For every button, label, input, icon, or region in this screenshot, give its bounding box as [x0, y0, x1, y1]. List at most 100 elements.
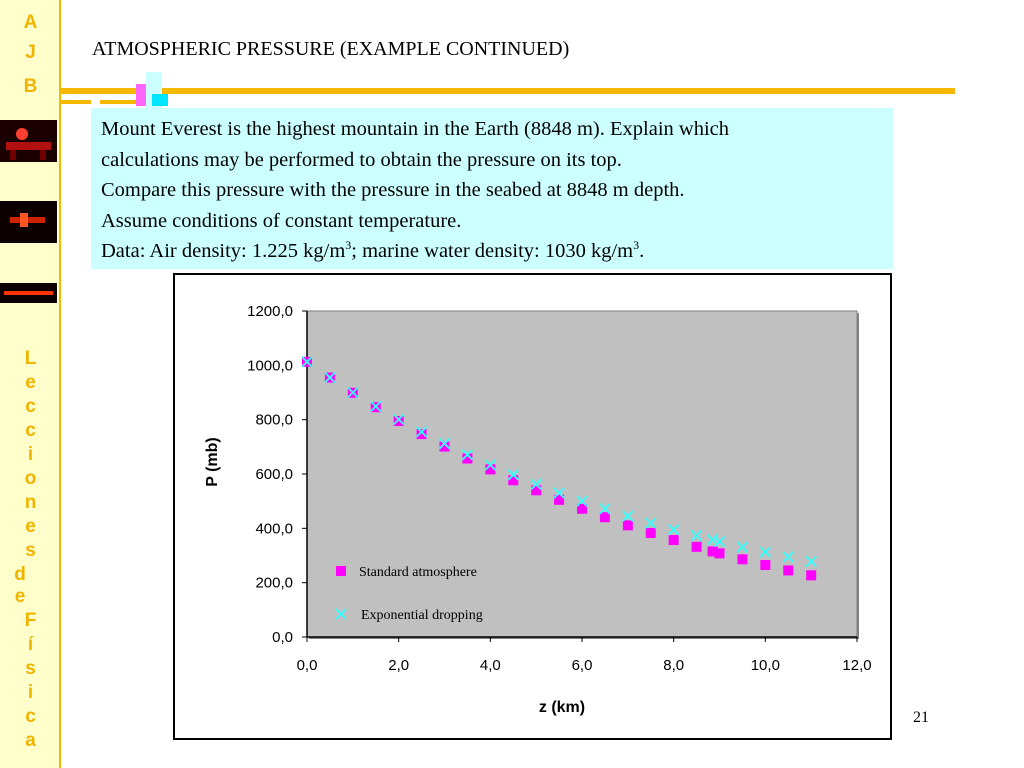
y-tick-label: 400,0	[255, 520, 293, 537]
standard-atmosphere-point	[336, 566, 346, 576]
x-tick-label: 10,0	[751, 657, 780, 674]
slide-title: ATMOSPHERIC PRESSURE (EXAMPLE CONTINUED)	[92, 38, 570, 60]
standard-atmosphere-point	[707, 546, 718, 557]
y-tick-label: 600,0	[255, 466, 293, 483]
deco-square-magenta	[136, 84, 146, 106]
sidebar-letter: s	[25, 540, 36, 561]
sidebar-letter: J	[25, 42, 36, 63]
cross-stroke	[507, 469, 519, 481]
cross-stroke	[622, 510, 634, 522]
standard-atmosphere-point	[645, 527, 656, 538]
cross-stroke	[736, 541, 749, 553]
sidebar-letter: c	[25, 706, 36, 727]
exponential-dropping-point	[713, 536, 726, 548]
sidebar-letter: L	[24, 348, 37, 369]
y-tick-label: 1000,0	[247, 357, 293, 374]
chart-frame: 0,0 200,0 400,0 600,0 800,0 1000,0 1200,0 0,0 2,…	[173, 273, 892, 740]
exponential-dropping-point	[301, 356, 313, 368]
exponential-dropping-point	[461, 449, 474, 461]
y-axis-title: P (mb)	[204, 437, 221, 486]
standard-atmosphere-point	[508, 475, 519, 486]
standard-atmosphere-point	[622, 520, 633, 531]
x-tick-label: 8,0	[663, 657, 684, 674]
y-tick-label: 1200,0	[247, 303, 293, 320]
problem-statement: Mount Everest is the highest mountain in…	[91, 108, 893, 269]
exponential-dropping-point	[553, 487, 565, 499]
standard-atmosphere-point	[554, 494, 565, 505]
cross-stroke	[713, 536, 726, 548]
sidebar-letter: i	[27, 444, 34, 465]
slide-number: 21	[913, 709, 929, 726]
cross-stroke	[706, 534, 719, 546]
standard-atmosphere-point	[714, 548, 725, 559]
legend-label-standard: Standard atmosphere	[359, 565, 477, 580]
cross-stroke	[576, 495, 588, 507]
accent-line-short	[100, 100, 160, 104]
x-tick-label: 6,0	[572, 657, 593, 674]
exponential-dropping-point	[484, 459, 496, 471]
problem-line: Mount Everest is the highest mountain in…	[101, 118, 729, 140]
cross-stroke	[415, 426, 428, 438]
sidebar: A J B L e c c i o n e s d e F í s i c a	[0, 0, 61, 768]
cross-stroke	[668, 524, 680, 536]
cross-stroke	[370, 400, 382, 412]
red-spark-thumbnail	[0, 201, 57, 243]
exponential-dropping-point	[324, 371, 336, 384]
data-text: Data: Air density: 1.225 kg/m	[101, 240, 346, 262]
cross-stroke	[393, 413, 405, 426]
sidebar-letter: F	[24, 610, 37, 631]
sidebar-letter: d	[14, 564, 26, 585]
standard-atmosphere-point	[737, 554, 748, 565]
sidebar-letter: o	[24, 468, 37, 489]
exponential-dropping-point	[645, 517, 657, 529]
exponential-dropping-point	[782, 551, 794, 563]
plot-area	[306, 310, 858, 638]
problem-line: calculations may be performed to obtain …	[101, 148, 622, 171]
exponential-dropping-point	[393, 413, 405, 426]
legend-label-exponential: Exponential dropping	[361, 608, 483, 623]
cross-stroke	[599, 503, 611, 515]
standard-atmosphere-point	[439, 441, 450, 452]
accent-line-short	[61, 100, 91, 104]
exponential-dropping-point	[507, 469, 519, 481]
standard-atmosphere-point	[806, 570, 817, 581]
problem-line-data: Data: Air density: 1.225 kg/m3; marine w…	[101, 236, 883, 267]
sidebar-letter: c	[25, 396, 36, 417]
cross-stroke	[805, 555, 817, 568]
standard-atmosphere-point	[485, 464, 496, 475]
exponential-dropping-point	[690, 530, 703, 542]
sidebar-letter: a	[25, 730, 36, 751]
x-tick-label: 2,0	[388, 657, 409, 674]
exponential-dropping-point	[706, 534, 719, 546]
exponential-dropping-point	[759, 546, 771, 558]
exponential-dropping-point	[805, 555, 817, 568]
cross-stroke	[553, 487, 565, 499]
exponential-dropping-point	[576, 495, 588, 507]
cross-stroke	[690, 530, 703, 542]
cross-stroke	[530, 478, 542, 490]
exponential-dropping-point	[599, 503, 611, 515]
cross-stroke	[301, 356, 313, 368]
sidebar-letter: B	[23, 76, 38, 97]
standard-atmosphere-point	[599, 512, 610, 523]
exponential-dropping-point	[370, 400, 382, 412]
sidebar-letter: e	[14, 586, 26, 607]
standard-atmosphere-point	[416, 429, 427, 440]
exponential-dropping-point	[736, 541, 749, 553]
standard-atmosphere-point	[691, 541, 702, 552]
standard-atmosphere-point	[760, 560, 771, 571]
problem-line: Assume conditions of constant temperatur…	[101, 209, 462, 232]
standard-atmosphere-point	[668, 535, 679, 546]
standard-atmosphere-point	[462, 453, 473, 464]
y-tick-label: 0,0	[272, 629, 293, 646]
standard-atmosphere-point	[393, 416, 404, 427]
cross-stroke	[782, 551, 794, 563]
cross-stroke	[645, 517, 657, 529]
deco-square-cyan	[152, 94, 168, 106]
data-text: .	[639, 240, 645, 262]
cross-stroke	[484, 459, 496, 471]
x-tick-label: 4,0	[480, 657, 501, 674]
exponential-dropping-point	[347, 386, 359, 399]
sidebar-letter: i	[27, 682, 34, 703]
cross-stroke	[759, 546, 771, 558]
